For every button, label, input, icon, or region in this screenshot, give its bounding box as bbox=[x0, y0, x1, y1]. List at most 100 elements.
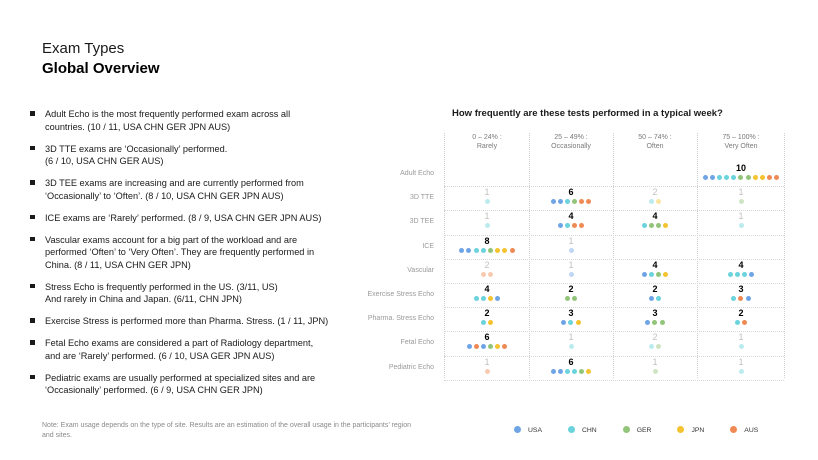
column-header-line: 25 – 49% : bbox=[554, 134, 588, 141]
cell-dots bbox=[484, 199, 492, 205]
column-header-line: Rarely bbox=[476, 143, 498, 150]
grid-line-horizontal bbox=[444, 258, 784, 260]
grid-line-horizontal bbox=[444, 355, 784, 357]
grid-line-horizontal bbox=[444, 331, 784, 333]
cell-count: 1 bbox=[652, 356, 658, 367]
cell-dots bbox=[473, 296, 503, 302]
cell-count: 1 bbox=[484, 187, 490, 198]
country-dot bbox=[564, 296, 570, 301]
country-dot bbox=[734, 320, 740, 326]
grid-line-vertical bbox=[529, 133, 530, 378]
bullet-marker bbox=[30, 111, 35, 116]
legend-item: JPN bbox=[677, 426, 704, 434]
cell-count: 1 bbox=[738, 211, 744, 222]
grid-line-horizontal bbox=[444, 379, 784, 381]
grid-line-horizontal bbox=[444, 307, 784, 309]
row-label: ICE bbox=[422, 242, 434, 250]
cell-dots bbox=[561, 320, 583, 326]
country-dot bbox=[716, 175, 722, 180]
column-header: 25 – 49% : Occasionally bbox=[526, 133, 616, 151]
legend-item: AUS bbox=[730, 426, 758, 434]
country-dot bbox=[502, 344, 508, 350]
country-dot bbox=[652, 368, 658, 374]
country-dot bbox=[745, 296, 751, 301]
cell-dots bbox=[459, 247, 517, 254]
country-dot bbox=[579, 223, 585, 229]
country-dot bbox=[473, 344, 479, 350]
legend-swatch bbox=[677, 426, 685, 433]
column-header-line: 0 – 24% : bbox=[472, 134, 502, 141]
country-dot bbox=[568, 320, 574, 326]
cell-dots bbox=[484, 368, 492, 375]
cell-count: 2 bbox=[484, 259, 490, 270]
cell-count: 2 bbox=[568, 284, 574, 294]
cell-dots bbox=[738, 344, 746, 350]
finding-text-line: performed ‘Often’ to ‘Very Often’. They … bbox=[45, 247, 315, 257]
finding-text-line: Vascular exams account for a big part of… bbox=[45, 234, 298, 245]
row-label: Vascular bbox=[407, 266, 434, 274]
grid-line-horizontal bbox=[444, 210, 784, 212]
grid-line-vertical bbox=[613, 133, 614, 378]
country-dot bbox=[550, 199, 556, 205]
country-dot bbox=[648, 344, 654, 350]
legend-label: JPN bbox=[691, 427, 705, 434]
cell-dots bbox=[648, 199, 663, 205]
cell-dots bbox=[648, 344, 663, 350]
finding-text-line: 3D TEE exams are increasing and are curr… bbox=[45, 178, 304, 188]
finding-text-line: Pediatric exams are usually performed at… bbox=[45, 372, 316, 383]
cell-dots bbox=[641, 223, 671, 229]
cell-dots bbox=[480, 271, 495, 278]
country-dot bbox=[473, 296, 479, 301]
country-dot bbox=[641, 271, 647, 277]
country-dot bbox=[709, 175, 715, 180]
country-dot bbox=[550, 368, 556, 374]
country-dot bbox=[579, 368, 585, 374]
country-dot bbox=[656, 199, 662, 205]
findings-list: Adult Echo is the most frequently perfor… bbox=[30, 108, 370, 406]
bullet-marker bbox=[30, 236, 35, 241]
country-dot bbox=[652, 320, 658, 326]
row-label: 3D TEE bbox=[409, 218, 434, 226]
country-dot bbox=[568, 247, 574, 253]
legend-label: USA bbox=[528, 427, 542, 434]
country-dot bbox=[641, 223, 647, 229]
country-dot bbox=[575, 320, 581, 326]
finding-item: Adult Echo is the most frequently perfor… bbox=[30, 108, 370, 133]
column-header: 50 – 74% : Often bbox=[610, 133, 700, 151]
cell-dots bbox=[702, 175, 782, 181]
country-dot bbox=[742, 320, 748, 326]
cell-dots bbox=[738, 199, 746, 205]
country-dot bbox=[738, 199, 744, 205]
column-header-line: 75 – 100% : bbox=[722, 134, 760, 141]
country-dot bbox=[568, 271, 574, 277]
cell-count: 1 bbox=[568, 259, 574, 270]
cell-dots bbox=[648, 296, 663, 302]
cell-count: 6 bbox=[568, 187, 574, 198]
finding-item: 3D TEE exams are increasing and are curr… bbox=[30, 177, 370, 202]
cell-count: 3 bbox=[652, 308, 658, 319]
legend-item: GER bbox=[622, 426, 651, 434]
country-dot bbox=[557, 223, 563, 229]
grid-line-horizontal bbox=[444, 283, 784, 284]
bullet-marker bbox=[30, 283, 35, 288]
bullet-marker bbox=[30, 340, 35, 345]
cell-dots bbox=[645, 320, 667, 326]
finding-text-line: countries. (10 / 11, USA CHN GER JPN AUS… bbox=[45, 121, 231, 132]
country-dot bbox=[488, 247, 494, 253]
cell-dots bbox=[550, 368, 594, 375]
country-dot bbox=[480, 320, 486, 326]
legend-swatch bbox=[730, 426, 738, 433]
country-dot bbox=[648, 199, 654, 205]
country-dot bbox=[656, 223, 662, 229]
cell-dots bbox=[641, 271, 671, 278]
legend-swatch bbox=[622, 426, 630, 433]
cell-count: 3 bbox=[738, 284, 744, 294]
country-dot bbox=[509, 247, 515, 253]
country-dot bbox=[738, 344, 744, 350]
cell-count: 4 bbox=[568, 211, 574, 222]
cell-dots bbox=[738, 368, 746, 375]
cell-count: 4 bbox=[738, 259, 744, 270]
cell-count: 2 bbox=[652, 187, 658, 198]
country-dot bbox=[742, 271, 748, 277]
finding-item: Vascular exams account for a big part of… bbox=[30, 234, 370, 272]
